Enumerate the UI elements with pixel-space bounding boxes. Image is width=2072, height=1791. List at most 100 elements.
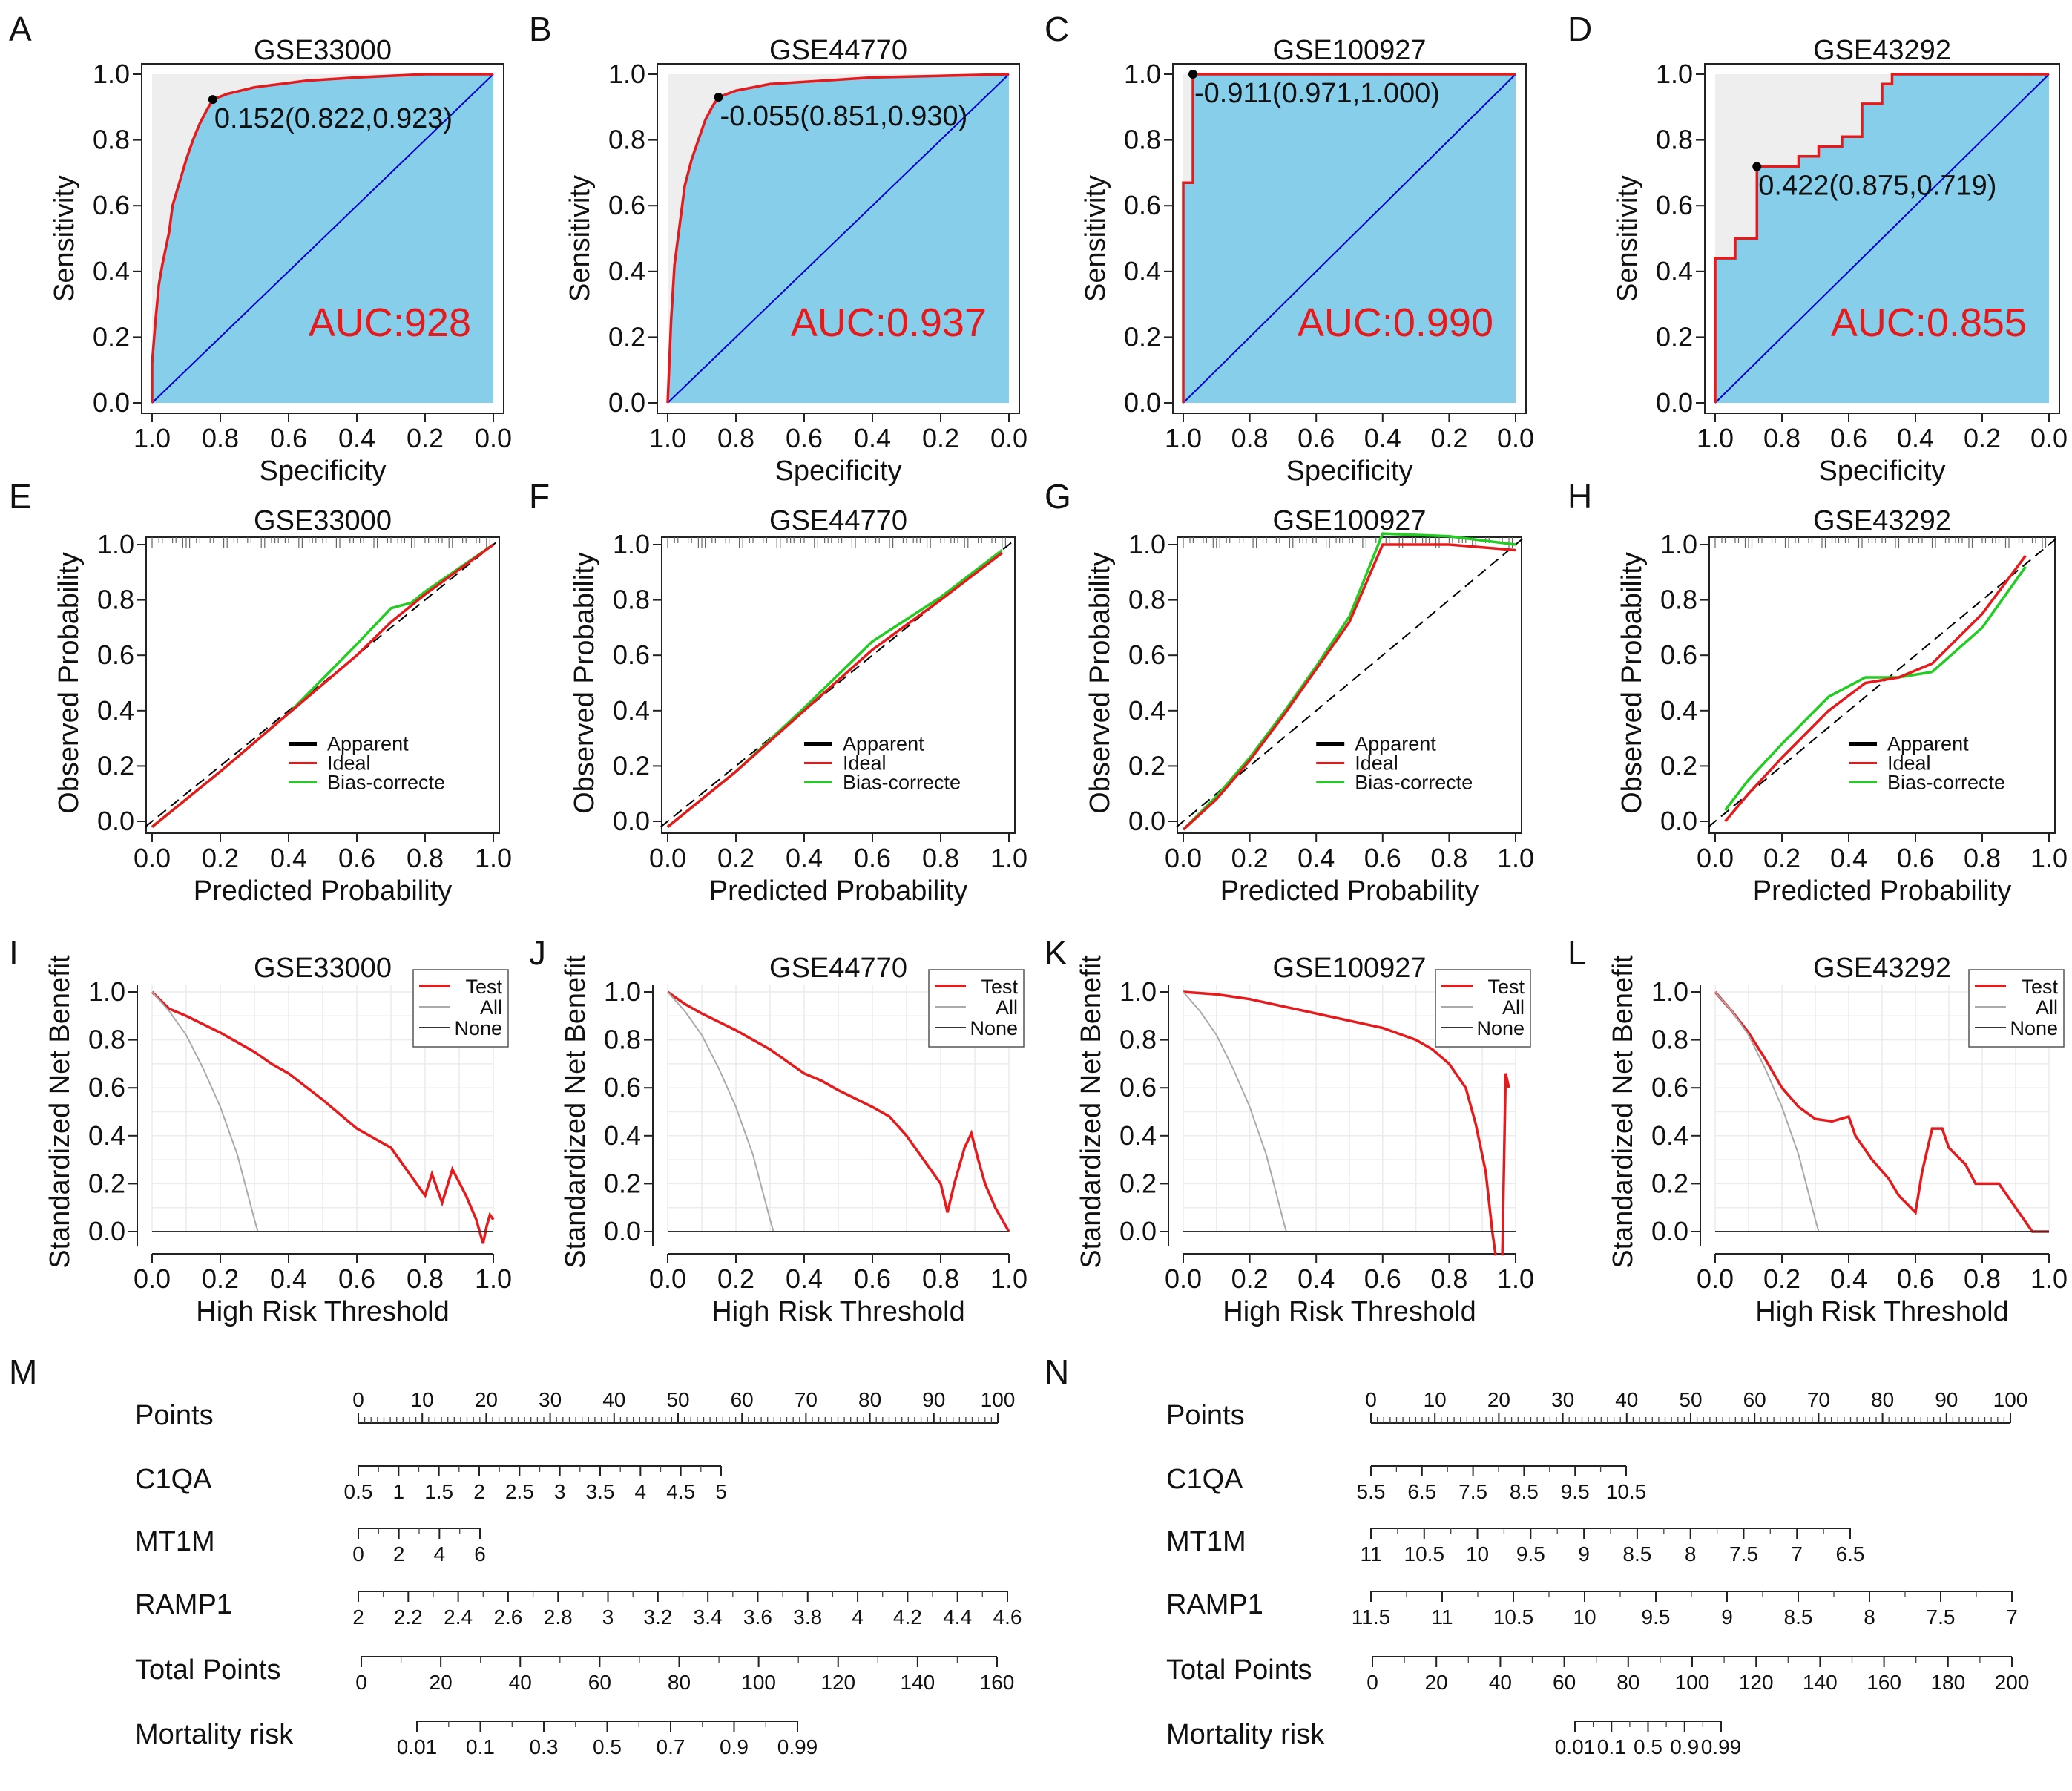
x-tick-label-B-0: 1.0: [649, 423, 686, 453]
x-tick-label-C-1: 0.8: [1231, 423, 1269, 453]
panel-title-I: GSE33000: [254, 953, 392, 984]
x-tick-label-J-0: 0.0: [649, 1263, 686, 1294]
nomogram-row-label-N-5: Mortality risk: [1166, 1719, 1325, 1750]
x-tick-label-E-0: 0.0: [134, 843, 171, 873]
panel-title-H: GSE43292: [1813, 505, 1951, 536]
x-tick-label-A-3: 0.4: [338, 423, 375, 453]
nomogram-tick-label-M-0-1: 10: [411, 1388, 434, 1411]
nomogram-tick-label-M-0-3: 30: [539, 1388, 562, 1411]
nomogram-minor-ticks-M-1: [358, 1466, 722, 1472]
x-axis-title-C: Specificity: [1286, 456, 1412, 487]
nomogram-tick-label-M-1-0: 0.5: [344, 1480, 373, 1503]
x-tick-label-A-5: 0.0: [475, 423, 512, 453]
panel-letter-H: H: [1568, 477, 1592, 516]
y-axis-title-G: Observed Probability: [1085, 552, 1116, 814]
panel-letter-C: C: [1045, 10, 1069, 48]
x-axis-title-L: High Risk Threshold: [1755, 1296, 2008, 1327]
nomogram-tick-label-N-4-5: 100: [1675, 1671, 1710, 1694]
series-all-I: [151, 991, 259, 1232]
y-axis-title-I: Standardized Net Benefit: [45, 955, 76, 1269]
y-tick-label-E-2: 0.4: [97, 695, 134, 726]
panel-title-B: GSE44770: [769, 35, 907, 66]
legend-label-G-0: Apparent: [1355, 733, 1436, 755]
nomogram-tick-label-N-3-4: 9.5: [1642, 1606, 1671, 1629]
y-tick-label-D-5: 1.0: [1656, 59, 1693, 89]
series-ideal-G: [1182, 543, 1516, 831]
y-tick-label-L-0: 0.0: [1651, 1216, 1688, 1246]
nomogram-tick-label-M-3-12: 4.4: [943, 1606, 972, 1629]
nomogram-tick-label-M-3-3: 2.6: [493, 1606, 522, 1629]
nomogram-row-label-M-0: Points: [135, 1400, 214, 1431]
nomogram-tick-label-M-0-9: 90: [922, 1388, 945, 1411]
nomogram-tick-label-M-1-2: 1.5: [424, 1480, 453, 1503]
series-all-J: [667, 991, 774, 1232]
nomogram-tick-label-N-2-8: 7: [1791, 1542, 1803, 1565]
roc-curve-A: [151, 73, 493, 403]
cutoff-point-C: [1188, 70, 1197, 79]
nomogram-tick-label-M-3-10: 4: [852, 1606, 864, 1629]
nomogram-tick-label-M-2-1: 2: [393, 1542, 405, 1565]
legend-label-J-2: None: [970, 1017, 1018, 1039]
y-tick-label-F-1: 0.2: [613, 750, 650, 781]
legend-label-J-1: All: [996, 996, 1018, 1019]
x-tick-label-C-0: 1.0: [1165, 423, 1202, 453]
x-tick-label-L-5: 1.0: [2030, 1263, 2068, 1294]
nomogram-row-label-N-1: C1QA: [1166, 1464, 1243, 1495]
y-axis-title-L: Standardized Net Benefit: [1608, 955, 1639, 1269]
y-tick-label-D-2: 0.4: [1656, 256, 1693, 286]
panel-letter-J: J: [529, 933, 546, 972]
panel-letter-B: B: [529, 10, 552, 48]
nomogram-tick-label-N-2-5: 8.5: [1622, 1542, 1651, 1565]
nomogram-tick-label-M-0-0: 0: [352, 1388, 364, 1411]
nomogram-tick-label-N-4-4: 80: [1617, 1671, 1639, 1694]
nomogram-tick-label-N-4-7: 140: [1803, 1671, 1838, 1694]
y-tick-label-F-3: 0.6: [613, 640, 650, 670]
legend-label-I-0: Test: [465, 976, 502, 998]
nomogram-tick-label-M-4-7: 140: [901, 1671, 935, 1694]
nomogram-tick-label-N-3-0: 11.5: [1352, 1606, 1390, 1629]
x-tick-label-B-1: 0.8: [717, 423, 754, 453]
x-tick-label-J-4: 0.8: [922, 1263, 959, 1294]
y-tick-label-B-4: 0.8: [608, 125, 645, 155]
y-tick-label-K-0: 0.0: [1119, 1216, 1157, 1246]
roc-diagonal-C: [1183, 73, 1516, 404]
x-axis-title-B: Specificity: [774, 456, 901, 487]
y-tick-label-C-4: 0.8: [1124, 125, 1161, 155]
legend-label-I-1: All: [480, 996, 502, 1019]
nomogram-tick-label-M-2-0: 0: [352, 1542, 364, 1565]
nomogram-tick-label-M-5-2: 0.3: [530, 1735, 559, 1758]
x-tick-label-K-4: 0.8: [1430, 1263, 1467, 1294]
legend-label-H-2: Bias-correcte: [1887, 772, 2005, 794]
x-tick-label-D-0: 1.0: [1697, 423, 1734, 453]
y-tick-label-H-2: 0.4: [1660, 695, 1697, 726]
y-tick-label-J-0: 0.0: [604, 1216, 641, 1246]
y-tick-label-L-1: 0.2: [1651, 1168, 1688, 1198]
y-tick-label-H-1: 0.2: [1660, 750, 1697, 781]
x-tick-label-J-2: 0.4: [786, 1263, 823, 1294]
panel-letter-D: D: [1568, 10, 1592, 48]
y-tick-label-J-5: 1.0: [604, 976, 641, 1007]
nomogram-tick-label-N-1-0: 5.5: [1357, 1480, 1386, 1503]
panel-letter-A: A: [9, 10, 32, 48]
y-tick-label-I-4: 0.8: [88, 1025, 125, 1055]
legend-box-L: [1968, 969, 2065, 1048]
nomogram-minor-ticks-M-2: [358, 1528, 481, 1534]
x-axis-title-G: Predicted Probability: [1220, 875, 1479, 907]
series-all-K: [1183, 991, 1287, 1232]
x-tick-label-K-0: 0.0: [1165, 1263, 1202, 1294]
x-tick-label-A-4: 0.2: [407, 423, 444, 453]
legend-label-E-2: Bias-correcte: [327, 772, 445, 794]
legend-box-J: [928, 969, 1025, 1048]
nomogram-row-label-M-4: Total Points: [135, 1654, 280, 1686]
nomogram-tick-label-N-4-9: 180: [1930, 1671, 1965, 1694]
nomogram-tick-label-M-2-2: 4: [434, 1542, 446, 1565]
y-axis-title-E: Observed Probability: [53, 552, 85, 814]
y-tick-label-K-2: 0.4: [1119, 1120, 1157, 1151]
nomogram-tick-label-M-5-4: 0.7: [657, 1735, 685, 1758]
nomogram-tick-label-M-4-2: 40: [509, 1671, 532, 1694]
panel-title-K: GSE100927: [1272, 953, 1426, 984]
y-tick-label-K-4: 0.8: [1119, 1025, 1157, 1055]
rug-ticks-H: [1714, 537, 2047, 548]
nomogram-tick-label-M-3-9: 3.8: [793, 1606, 822, 1629]
nomogram-tick-label-M-1-3: 2: [473, 1480, 485, 1503]
